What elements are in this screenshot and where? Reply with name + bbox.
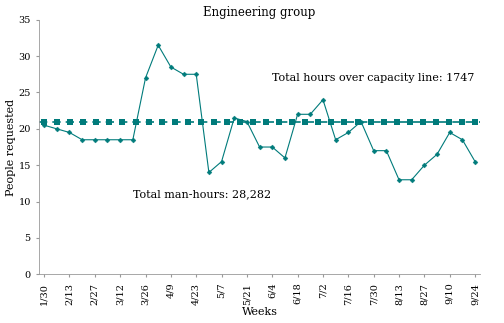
Text: Total man-hours: 28,282: Total man-hours: 28,282 (133, 189, 271, 199)
Y-axis label: People requested: People requested (6, 99, 16, 196)
Title: Engineering group: Engineering group (204, 5, 316, 18)
Text: Total hours over capacity line: 1747: Total hours over capacity line: 1747 (272, 73, 475, 83)
X-axis label: Weeks: Weeks (241, 307, 278, 318)
